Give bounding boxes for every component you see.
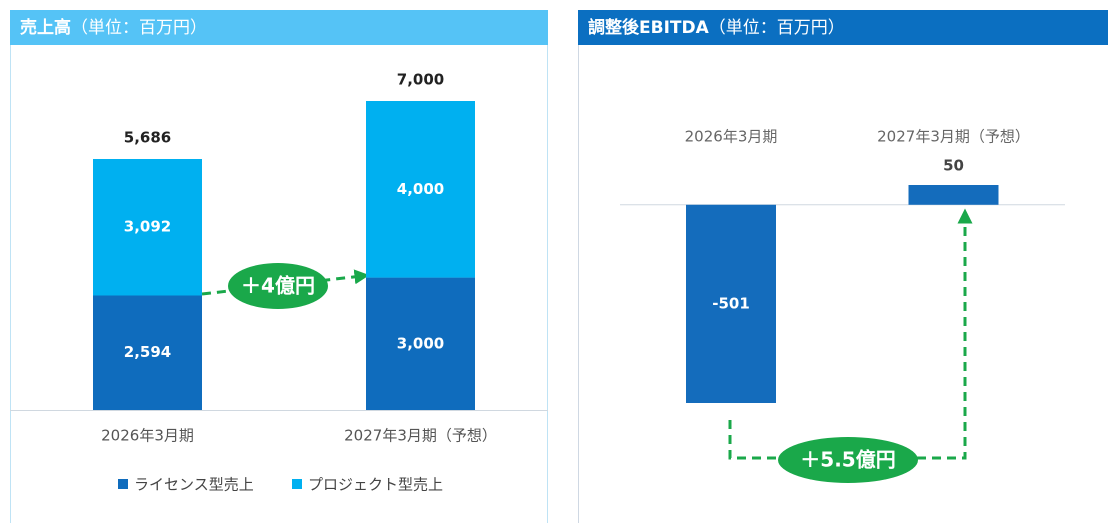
data-label: 50 — [943, 157, 964, 175]
annotation-badge — [228, 263, 328, 309]
data-label: 3,092 — [124, 218, 171, 236]
data-label: 4,000 — [397, 180, 444, 198]
right-header — [578, 10, 1108, 45]
total-label: 7,000 — [397, 71, 444, 89]
x-tick-label: 2026年3月期 — [101, 427, 194, 445]
x-tick-label: 2027年3月期（予想） — [877, 128, 1030, 146]
bar — [908, 185, 999, 205]
legend-label: ライセンス型売上 — [134, 476, 254, 494]
data-label: 3,000 — [397, 334, 444, 352]
bar-segment — [366, 101, 475, 278]
data-label: -501 — [712, 294, 750, 312]
bar-segment — [93, 159, 202, 296]
legend-swatch — [118, 479, 128, 489]
legend-label: プロジェクト型売上 — [308, 476, 443, 494]
annotation: ＋5.5億円 — [800, 448, 895, 472]
annotation: ＋4億円 — [241, 274, 315, 298]
bar — [686, 204, 776, 403]
right-title: 調整後EBITDA（単位：百万円） — [588, 17, 845, 38]
legend-swatch — [292, 479, 302, 489]
total-label: 5,686 — [124, 129, 171, 147]
bar-segment — [366, 277, 475, 410]
x-tick-label: 2027年3月期（予想） — [344, 427, 497, 445]
left-header — [10, 10, 548, 45]
left-title: 売上高（単位：百万円） — [20, 17, 207, 38]
data-label: 2,594 — [124, 343, 171, 361]
x-tick-label: 2026年3月期 — [685, 128, 778, 146]
bar-segment — [93, 295, 202, 410]
annotation-badge — [778, 437, 918, 483]
